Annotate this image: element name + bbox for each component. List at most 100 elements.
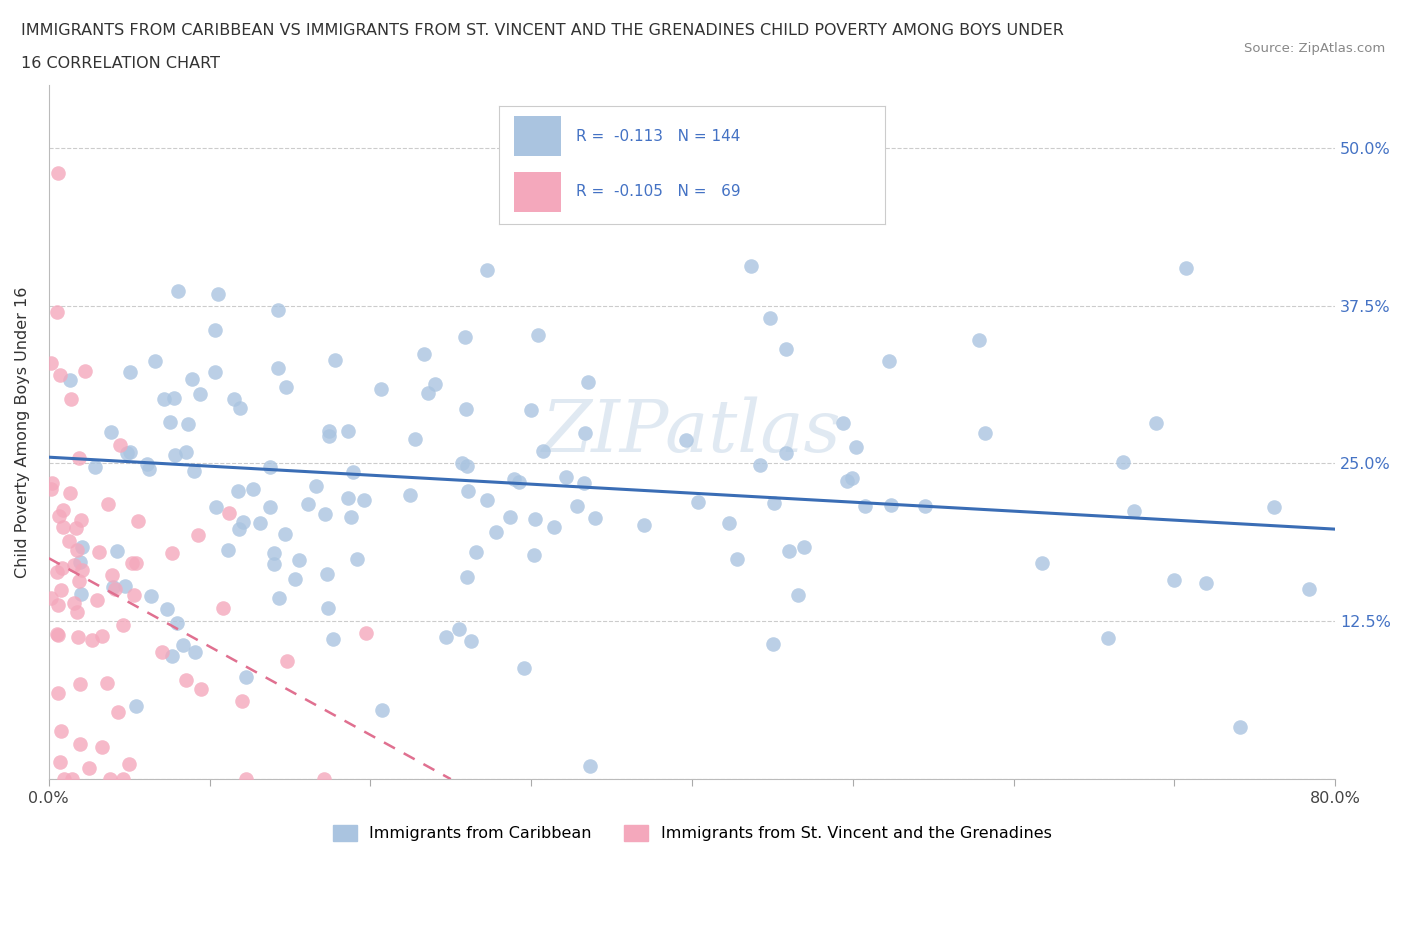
Point [104,582,127,597]
Point [115,445,138,460]
Point [759,310,782,325]
Point [314,506,336,521]
Point [204,365,226,379]
Point [748,458,770,472]
Point [222,392,245,406]
Legend: Immigrants from Caribbean, Immigrants from St. Vincent and the Grenadines: Immigrants from Caribbean, Immigrants fr… [326,818,1057,847]
Point [156,602,179,617]
Point [91,628,114,643]
Point [218,506,240,521]
Point [63,558,86,573]
Point [49,583,72,598]
Point [454,329,477,344]
Point [114,578,136,593]
Point [456,569,478,584]
Point [740,259,762,273]
Point [1163,572,1185,587]
Point [451,456,474,471]
Point [204,323,226,338]
Point [159,415,181,430]
Point [232,514,254,529]
Point [513,660,536,675]
Point [353,493,375,508]
Point [69,737,91,751]
Point [853,498,876,513]
Point [67,630,90,644]
Point [1298,581,1320,596]
Point [122,588,145,603]
Point [69,554,91,569]
Point [174,672,197,687]
Point [775,341,797,356]
Text: ZIPatlas: ZIPatlas [543,397,842,467]
Point [1097,631,1119,645]
Point [152,392,174,407]
Point [235,670,257,684]
Point [217,542,239,557]
Point [59,372,82,387]
Point [835,474,858,489]
Point [190,682,212,697]
Point [318,423,340,438]
Point [105,544,128,559]
Point [531,444,554,458]
Point [127,513,149,528]
Point [77,760,100,775]
Point [86,592,108,607]
Point [166,284,188,299]
Point [465,545,488,560]
Point [475,263,498,278]
Point [205,499,228,514]
Point [188,386,211,401]
Point [1123,504,1146,519]
Point [41,482,63,497]
Point [418,385,440,400]
Point [877,354,900,369]
Point [523,547,546,562]
Point [318,429,340,444]
Point [274,379,297,394]
Point [454,401,477,416]
Point [259,460,281,475]
Point [48,166,70,180]
Point [108,438,131,453]
Point [354,626,377,641]
Point [675,432,697,447]
Point [778,543,800,558]
Point [263,557,285,572]
Point [322,631,344,646]
Point [118,365,141,379]
Point [98,772,121,787]
Point [165,447,187,462]
Point [181,372,204,387]
Point [880,498,903,512]
Point [305,479,328,494]
Point [52,520,75,535]
Point [1195,576,1218,591]
Point [97,497,120,512]
Point [183,464,205,479]
Point [51,561,73,576]
Point [346,551,368,566]
Point [125,556,148,571]
Point [59,485,82,500]
Point [111,618,134,632]
Point [66,604,89,619]
Point [75,364,97,379]
Point [118,757,141,772]
Point [413,346,436,361]
Point [1144,416,1167,431]
Point [67,574,90,589]
Point [565,498,588,513]
Point [527,327,550,342]
Point [297,497,319,512]
Point [576,374,599,389]
Point [499,510,522,525]
Point [67,451,90,466]
Point [70,513,93,528]
Point [249,515,271,530]
Point [456,458,478,473]
Point [118,445,141,459]
Point [207,286,229,301]
Point [63,596,86,611]
